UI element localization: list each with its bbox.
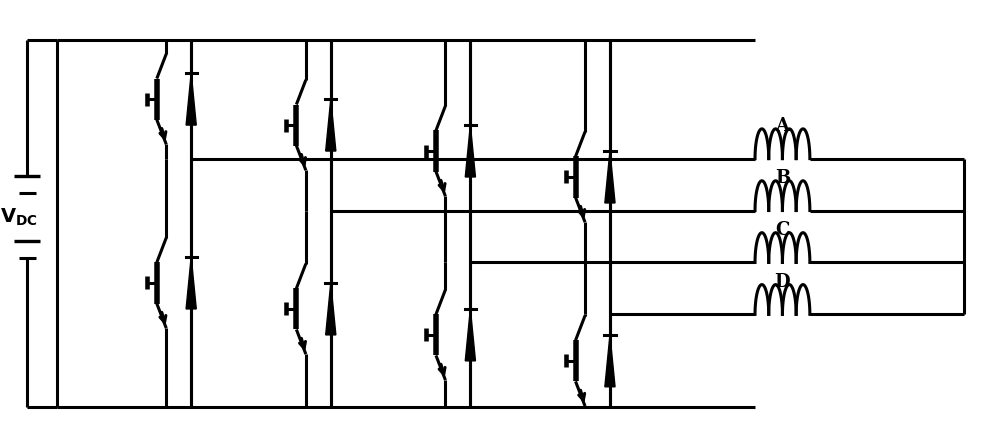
Text: D: D xyxy=(775,273,790,290)
Polygon shape xyxy=(326,283,336,335)
Text: A: A xyxy=(775,117,789,135)
Text: C: C xyxy=(775,220,790,239)
Polygon shape xyxy=(186,257,196,309)
Polygon shape xyxy=(605,151,615,203)
Polygon shape xyxy=(465,125,475,177)
Polygon shape xyxy=(465,309,475,361)
Text: $\mathbf{V}_{\mathbf{DC}}$: $\mathbf{V}_{\mathbf{DC}}$ xyxy=(0,206,38,228)
Polygon shape xyxy=(326,99,336,151)
Polygon shape xyxy=(605,335,615,387)
Text: B: B xyxy=(775,169,790,187)
Polygon shape xyxy=(186,73,196,125)
